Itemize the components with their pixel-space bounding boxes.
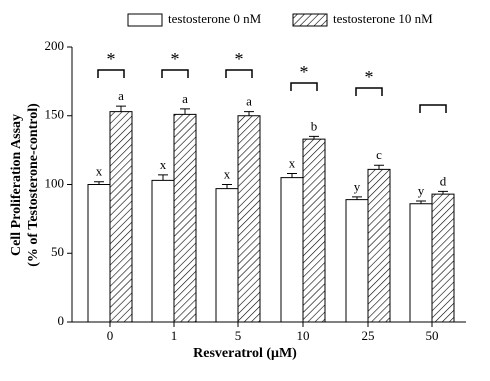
significance-mark: * — [365, 67, 374, 87]
bar-letter: y — [418, 183, 425, 198]
bar — [431, 193, 455, 323]
bar — [237, 115, 261, 323]
y-tick-label: 100 — [45, 175, 65, 190]
bar — [409, 203, 433, 323]
legend-swatch — [127, 13, 163, 27]
bar-letter: c — [376, 147, 382, 162]
significance-bracket — [225, 69, 253, 78]
x-tick-label: 1 — [171, 328, 178, 343]
bar-letter: x — [289, 155, 296, 170]
bar-letter: d — [440, 173, 447, 188]
bar-letter: y — [354, 179, 361, 194]
bar — [173, 113, 197, 323]
significance-mark: * — [235, 49, 244, 69]
bar — [215, 188, 239, 323]
legend-label: testosterone 10 nM — [333, 11, 433, 26]
bar-letter: x — [96, 164, 103, 179]
bar-letter: a — [182, 91, 188, 106]
y-tick-label: 200 — [45, 38, 65, 53]
x-tick-label: 25 — [362, 328, 375, 343]
x-tick-label: 50 — [426, 328, 439, 343]
x-tick-label: 0 — [107, 328, 114, 343]
x-tick-label: 5 — [235, 328, 242, 343]
bar-letter: a — [118, 88, 124, 103]
x-axis-title: Resveratrol (μM) — [193, 346, 297, 361]
y-axis-title: (% of Testosterone-control) — [26, 103, 41, 267]
bar — [109, 111, 133, 323]
bar — [367, 168, 391, 323]
bar — [345, 199, 369, 323]
bar — [151, 179, 175, 323]
bar — [280, 177, 304, 323]
significance-mark: * — [107, 49, 116, 69]
bar-letter: x — [160, 157, 167, 172]
significance-bracket — [419, 104, 447, 113]
significance-mark: * — [300, 62, 309, 82]
y-tick-label: 150 — [45, 107, 65, 122]
legend-swatch — [292, 13, 328, 27]
legend-label: testosterone 0 nM — [168, 11, 262, 26]
bar-letter: b — [311, 118, 318, 133]
bar-letter: x — [224, 166, 231, 181]
y-tick-label: 0 — [58, 313, 65, 328]
bar — [87, 184, 111, 323]
bar — [302, 138, 326, 323]
significance-bracket — [290, 82, 318, 91]
significance-bracket — [97, 69, 125, 78]
bar-letter: a — [246, 94, 252, 109]
significance-bracket — [161, 69, 189, 78]
x-tick-label: 10 — [297, 328, 310, 343]
y-axis-title: Cell Proliferation Assay — [9, 114, 24, 256]
significance-bracket — [355, 87, 383, 96]
significance-mark: * — [171, 49, 180, 69]
y-tick-label: 50 — [51, 244, 64, 259]
